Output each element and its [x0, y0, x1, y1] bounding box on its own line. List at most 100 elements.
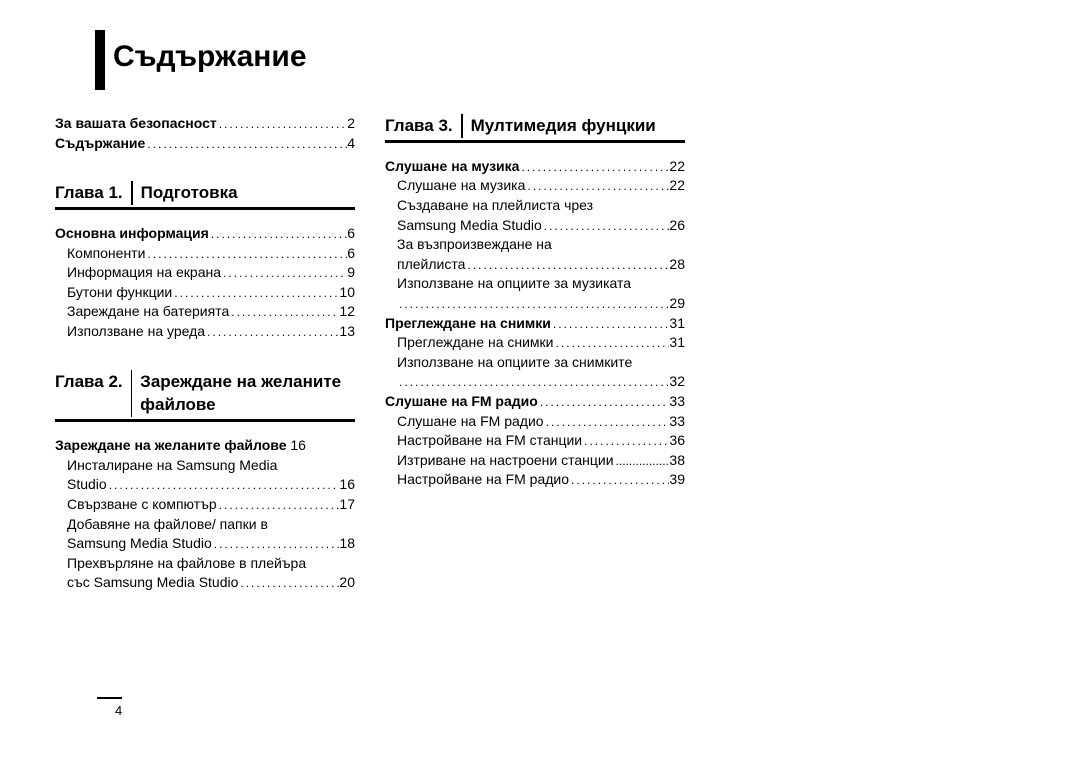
toc-label: Бутони функции — [67, 283, 172, 303]
toc-page-number: 33 — [669, 392, 685, 412]
toc-label: Съдържание — [55, 134, 145, 154]
toc-label: Създаване на плейлиста чрез — [397, 196, 685, 216]
toc-page-number: 2 — [347, 114, 355, 134]
toc-label: Използване на опциите за снимките — [397, 353, 685, 373]
toc-entry: Зареждане на батерията12 — [55, 302, 355, 322]
toc-leader-dots — [538, 394, 670, 411]
content-columns: За вашата безопасност 2 Съдържание 4 Глава 1… — [55, 114, 1015, 593]
toc-entry: Преглеждане на снимки 31 — [385, 314, 685, 334]
toc-entry: Създаване на плейлиста чрезSamsung Media… — [385, 196, 685, 235]
toc-page-number: 6 — [347, 224, 355, 244]
toc-label: Компоненти — [67, 244, 145, 264]
toc-page-number: 6 — [347, 244, 355, 264]
toc-label: За възпроизвеждане на — [397, 235, 685, 255]
toc-leader-dots — [145, 136, 347, 153]
chapter-number: Глава 1. — [55, 181, 131, 205]
toc-leader-dots — [238, 575, 339, 592]
toc-entry: Слушане на музика22 — [385, 176, 685, 196]
toc-entry: Използване на опциите за снимките32 — [385, 353, 685, 392]
toc-label: Настройване на FM радио — [397, 470, 569, 490]
toc-entry: Използване на уреда13 — [55, 322, 355, 342]
toc-leader-dots — [582, 433, 669, 450]
toc-label: Настройване на FM станции — [397, 431, 582, 451]
chapter-number: Глава 3. — [385, 114, 461, 138]
toc-page-number: 18 — [339, 534, 355, 554]
toc-leader-dots — [229, 304, 339, 321]
toc-label: плейлиста — [397, 255, 465, 275]
chapter-header: Глава 2.Зареждане на желаните файлове — [55, 370, 355, 423]
toc-page-number: 28 — [669, 255, 685, 275]
toc-page-number: 31 — [669, 333, 685, 353]
toc-page-number: 20 — [339, 573, 355, 593]
toc-label: Инсталиране на Samsung Media — [67, 456, 355, 476]
toc-leader-dots — [107, 477, 340, 494]
toc-leader-dots — [209, 226, 347, 243]
toc-entry: Слушане на FM радио 33 — [385, 412, 685, 432]
chapter-title: Подготовка — [141, 181, 238, 205]
toc-entry: Изтриване на настроени станции 38 — [385, 451, 685, 471]
column-left: За вашата безопасност 2 Съдържание 4 Глава 1… — [55, 114, 355, 593]
toc-label: Използване на опциите за музиката — [397, 274, 685, 294]
chapter-divider — [131, 181, 133, 205]
toc-leader-dots — [544, 414, 670, 431]
toc-page-number: 29 — [669, 294, 685, 314]
toc-page-number: 17 — [339, 495, 355, 515]
toc-entry: Бутони функции 10 — [55, 283, 355, 303]
toc-page-number: 13 — [339, 322, 355, 342]
toc-label: Слушане на музика — [385, 157, 519, 177]
toc-entry: Компоненти 6 — [55, 244, 355, 264]
toc-entry: Слушане на FM радио 33 — [385, 392, 685, 412]
toc-leader-dots — [465, 257, 669, 274]
toc-leader-dots — [221, 265, 347, 282]
toc-page-number: 10 — [339, 283, 355, 303]
toc-entry: Настройване на FM станции36 — [385, 431, 685, 451]
chapter-header: Глава 3. Мултимедия фунцкии — [385, 114, 685, 143]
toc-label: Основна информация — [55, 224, 209, 244]
toc-label: Свързване с компютър — [67, 495, 217, 515]
toc-entry: Използване на опциите за музиката29 — [385, 274, 685, 313]
toc-leader-dots — [542, 218, 670, 235]
toc-label: Изтриване на настроени станции — [397, 451, 614, 471]
toc-leader-dots — [397, 374, 669, 391]
toc-label: Samsung Media Studio — [67, 534, 212, 554]
title-block: Съдържание — [55, 40, 1015, 74]
toc-entry: Зареждане на желаните файлове 16 — [55, 436, 355, 456]
toc-entry: Преглеждане на снимки 31 — [385, 333, 685, 353]
toc-label: Слушане на FM радио — [397, 412, 544, 432]
toc-page-number: 16 — [290, 436, 306, 456]
toc-page-number: 39 — [669, 470, 685, 490]
toc-page-number: 33 — [669, 412, 685, 432]
document-page: Съдържание За вашата безопасност2Съдържа… — [55, 40, 1015, 710]
toc-leader-dots — [569, 472, 669, 489]
toc-entry: Информация на екрана9 — [55, 263, 355, 283]
toc-leader-dots — [145, 246, 347, 263]
toc-label: За вашата безопасност — [55, 114, 217, 134]
toc-page-number: 31 — [669, 314, 685, 334]
toc-entry: Свързване с компютър 17 — [55, 495, 355, 515]
toc-leader-dots — [525, 178, 669, 195]
toc-entry: Съдържание 4 — [55, 134, 355, 154]
toc-entry: Прехвърляне на файлове в плейърасъс Sams… — [55, 554, 355, 593]
toc-label: Преглеждане на снимки — [397, 333, 554, 353]
toc-entry: Слушане на музика 22 — [385, 157, 685, 177]
chapter-divider — [461, 114, 463, 138]
chapter-header: Глава 1. Подготовка — [55, 181, 355, 210]
toc-label: Преглеждане на снимки — [385, 314, 551, 334]
toc-leader-dots — [551, 316, 670, 333]
column-right: Глава 3. Мултимедия фунцкии Слушане на муз… — [385, 114, 685, 593]
toc-page-number: 22 — [669, 157, 685, 177]
toc-label: Прехвърляне на файлове в плейъра — [67, 554, 355, 574]
toc-page-number: 38 — [669, 451, 685, 471]
toc-label: Зареждане на батерията — [67, 302, 229, 322]
chapter-divider — [131, 370, 133, 418]
toc-label: Слушане на FM радио — [385, 392, 538, 412]
toc-label: Добавяне на файлове/ папки в — [67, 515, 355, 535]
toc-entry: За вашата безопасност 2 — [55, 114, 355, 134]
toc-leader-dots — [554, 335, 670, 352]
toc-page-number: 4 — [347, 134, 355, 154]
toc-entry: Добавяне на файлове/ папки вSamsung Medi… — [55, 515, 355, 554]
toc-entry: Настройване на FM радио 39 — [385, 470, 685, 490]
toc-page-number: 9 — [347, 263, 355, 283]
chapter-title: Мултимедия фунцкии — [471, 114, 656, 138]
chapter-number: Глава 2. — [55, 370, 131, 394]
